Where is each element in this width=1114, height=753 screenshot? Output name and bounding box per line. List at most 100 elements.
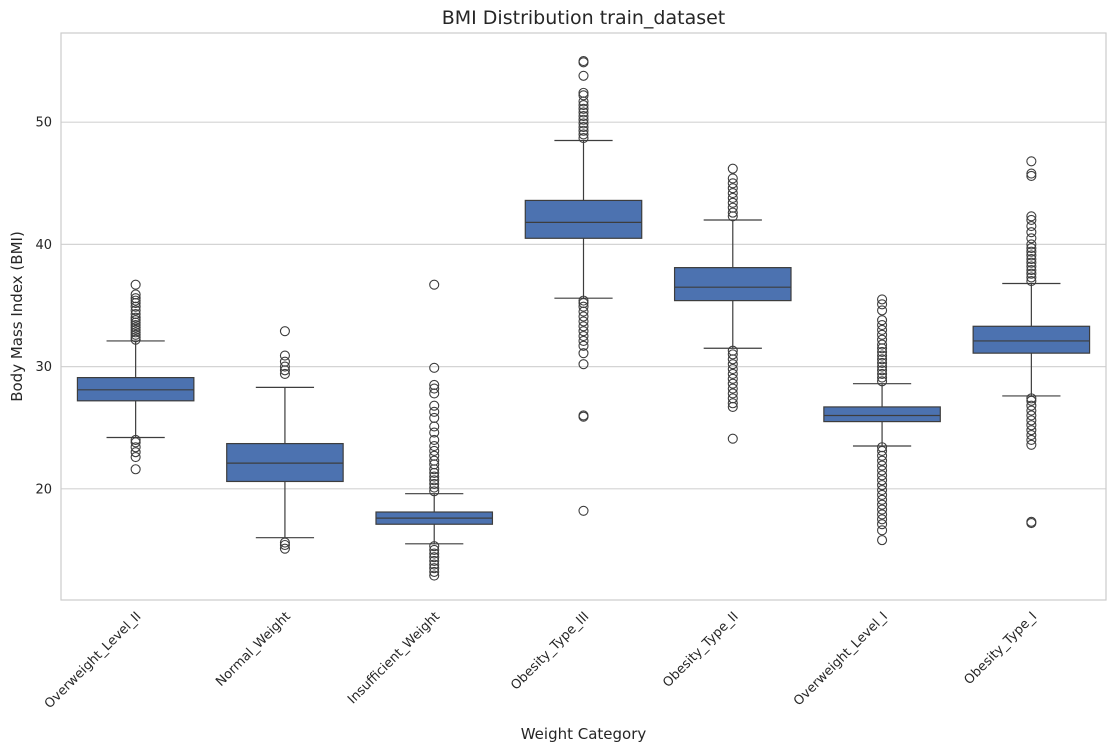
outlier-point xyxy=(279,539,290,551)
y-tick-label: 20 xyxy=(35,482,52,497)
outlier-point xyxy=(130,442,141,453)
outlier-point xyxy=(1026,393,1037,404)
outlier-point xyxy=(578,87,589,98)
outlier-point xyxy=(578,311,589,322)
outlier-point xyxy=(578,301,589,312)
outlier-point xyxy=(877,339,888,350)
outlier-point xyxy=(727,188,738,199)
outlier-point xyxy=(130,322,141,333)
outlier-point xyxy=(429,450,440,461)
outlier-point xyxy=(130,309,141,320)
outlier-point xyxy=(877,535,888,546)
outlier-point xyxy=(727,345,738,356)
outlier-point xyxy=(1026,254,1037,265)
outlier-point xyxy=(429,482,440,493)
outlier-point xyxy=(578,118,589,129)
box-insufficient-weight xyxy=(375,279,494,581)
outlier-point xyxy=(429,427,440,438)
outlier-point xyxy=(578,295,589,306)
box-obesity-type-i xyxy=(972,156,1091,529)
outlier-point xyxy=(130,464,141,475)
outlier-point xyxy=(877,376,888,387)
y-axis-ticks: 20 30 40 50 xyxy=(35,116,52,498)
outlier-point xyxy=(727,359,738,370)
outlier-point xyxy=(727,192,738,204)
iqr-box xyxy=(823,406,941,423)
outlier-point xyxy=(1026,227,1037,238)
outlier-point xyxy=(578,129,589,140)
outlier-point xyxy=(727,368,738,379)
outlier-point xyxy=(1026,233,1037,244)
outlier-point xyxy=(429,541,440,552)
outlier-point xyxy=(877,460,888,471)
outlier-point xyxy=(1026,168,1037,179)
outlier-point xyxy=(1026,439,1037,450)
outlier-point xyxy=(578,410,589,421)
outlier-point xyxy=(429,471,440,482)
outlier-point xyxy=(130,295,141,306)
outlier-point xyxy=(578,103,589,114)
outlier-point xyxy=(1026,425,1037,436)
outlier-point xyxy=(578,340,589,351)
outlier-point xyxy=(877,489,888,500)
outlier-point xyxy=(279,356,290,367)
outlier-point xyxy=(130,279,141,290)
box-series xyxy=(76,56,1091,581)
outlier-point xyxy=(130,327,141,338)
outlier-point xyxy=(1026,434,1037,445)
outlier-point xyxy=(578,348,589,359)
outlier-point xyxy=(279,350,290,361)
outlier-point xyxy=(578,56,589,67)
outlier-point xyxy=(578,122,589,133)
iqr-box xyxy=(226,442,344,483)
outlier-point xyxy=(429,559,440,570)
outlier-point xyxy=(130,320,141,331)
outlier-point xyxy=(877,365,888,376)
outlier-point xyxy=(578,100,589,111)
outlier-point xyxy=(727,207,738,218)
outlier-point xyxy=(130,312,141,323)
outlier-point xyxy=(578,70,589,81)
outlier-point xyxy=(130,451,141,463)
outlier-point xyxy=(429,552,440,563)
outlier-point xyxy=(1026,221,1037,232)
outlier-point xyxy=(727,373,738,384)
outlier-point xyxy=(877,299,888,310)
outlier-point xyxy=(877,494,888,505)
outlier-point xyxy=(877,372,888,383)
outlier-point xyxy=(877,346,888,357)
outlier-point xyxy=(1026,261,1037,272)
box-overweight-level-i xyxy=(823,294,941,546)
outlier-point xyxy=(429,383,440,394)
outlier-point xyxy=(727,398,738,409)
outlier-point xyxy=(877,357,888,368)
outlier-point xyxy=(1026,265,1037,276)
outlier-point xyxy=(727,393,738,404)
outlier-point xyxy=(429,379,440,390)
iqr-box xyxy=(76,376,195,402)
outlier-point xyxy=(279,361,290,372)
outlier-point xyxy=(1026,211,1037,222)
outlier-point xyxy=(1026,239,1037,250)
outlier-point xyxy=(1026,156,1037,167)
outlier-point xyxy=(877,442,888,453)
outlier-point xyxy=(877,361,888,372)
outlier-point xyxy=(877,470,888,481)
outlier-point xyxy=(429,434,440,445)
outlier-point xyxy=(429,555,440,566)
outlier-point xyxy=(1026,420,1037,431)
outlier-point xyxy=(727,383,738,394)
outlier-point xyxy=(727,178,738,189)
outlier-point xyxy=(578,125,589,136)
outlier-point xyxy=(727,202,738,213)
outlier-point xyxy=(429,566,440,577)
outlier-point xyxy=(877,324,888,335)
outlier-point xyxy=(578,335,589,346)
outlier-point xyxy=(429,445,440,456)
outlier-point xyxy=(1026,415,1037,426)
outlier-point xyxy=(130,315,141,326)
outlier-point xyxy=(130,434,141,445)
outlier-point xyxy=(877,368,888,379)
outlier-point xyxy=(877,519,888,530)
outlier-point xyxy=(1026,170,1037,182)
